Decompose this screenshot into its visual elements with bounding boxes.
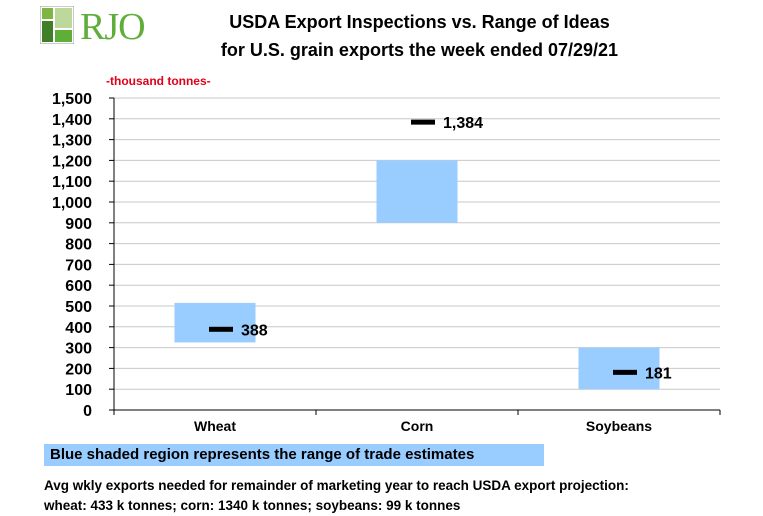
footnote: Avg wkly exports needed for remainder of… <box>44 476 629 516</box>
y-tick-label: 900 <box>65 216 92 233</box>
value-marker-wheat <box>209 326 233 332</box>
x-tick-label-soybeans: Soybeans <box>586 418 652 434</box>
y-tick-label: 300 <box>65 341 92 358</box>
y-axis-unit-label: -thousand tonnes- <box>106 74 211 88</box>
y-tick-label: 1,300 <box>52 133 92 150</box>
range-bar-corn <box>376 160 458 223</box>
chart-subtitle: for U.S. grain exports the week ended 07… <box>220 40 619 60</box>
value-markers: 388 1,384 181 <box>209 115 672 382</box>
range-bar-wheat <box>174 302 256 343</box>
y-tick-label: 1,000 <box>52 195 92 212</box>
value-marker-corn <box>411 119 435 125</box>
y-tick-label: 400 <box>65 320 92 337</box>
range-bars <box>174 160 660 390</box>
chart-title: USDA Export Inspections vs. Range of Ide… <box>229 12 610 32</box>
value-marker-soybeans <box>613 369 637 375</box>
x-tick-label-corn: Corn <box>401 418 434 434</box>
y-tick-label: 1,400 <box>52 112 92 129</box>
footnote-line-1: Avg wkly exports needed for remainder of… <box>44 478 629 493</box>
y-tick-label: 1,200 <box>52 153 92 170</box>
x-tick-label-wheat: Wheat <box>194 418 236 434</box>
y-tick-label: 0 <box>83 403 92 420</box>
rjo-logo-mark <box>40 6 74 44</box>
legend-note: Blue shaded region represents the range … <box>44 444 544 466</box>
y-tick-label: 700 <box>65 257 92 274</box>
y-tick-label: 800 <box>65 237 92 254</box>
data-label-corn: 1,384 <box>443 115 483 132</box>
y-tick-label: 1,500 <box>52 91 92 108</box>
x-axis: Wheat Corn Soybeans <box>113 409 721 434</box>
range-chart: 0 100 200 300 400 500 600 700 800 900 1,000 1,100 1,… <box>52 91 721 434</box>
data-label-wheat: 388 <box>241 322 268 339</box>
data-label-soybeans: 181 <box>645 365 672 382</box>
y-tick-label: 1,100 <box>52 174 92 191</box>
rjo-logo-text: RJO <box>80 6 146 48</box>
footnote-line-2: wheat: 433 k tonnes; corn: 1340 k tonnes… <box>44 498 461 513</box>
rjo-logo: RJO <box>40 6 150 48</box>
range-bar-soybeans <box>578 347 660 390</box>
y-tick-label: 500 <box>65 299 92 316</box>
y-tick-label: 600 <box>65 278 92 295</box>
y-tick-label: 100 <box>65 382 92 399</box>
y-axis: 0 100 200 300 400 500 600 700 800 900 1,000 1,100 1,… <box>52 91 115 420</box>
gridlines <box>114 97 720 390</box>
y-tick-label: 200 <box>65 361 92 378</box>
